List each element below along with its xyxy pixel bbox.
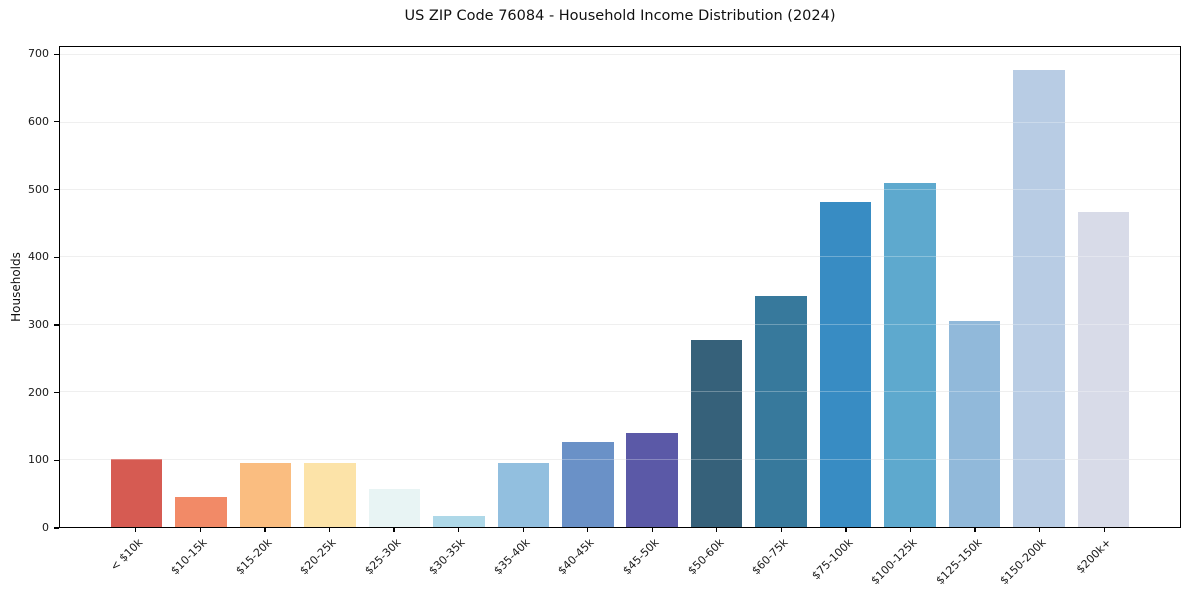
x-tick-label-$25-30k: $25-30k	[361, 536, 404, 578]
y-tick-mark-100	[54, 459, 59, 461]
gridline-y-500	[60, 188, 1180, 190]
y-tick-mark-500	[54, 188, 59, 191]
x-tick-label-$200k+: $200k+	[1073, 536, 1114, 577]
y-tick-label-400: 400	[28, 250, 49, 264]
y-tick-mark-200	[54, 392, 59, 394]
bar-< $10k	[110, 458, 163, 527]
bar-$25-30k	[368, 489, 421, 527]
gridline-y-400	[60, 256, 1180, 258]
gridline-y-700	[60, 54, 1180, 56]
y-tick-mark-400	[54, 256, 59, 258]
bar-$150-200k	[1013, 69, 1065, 527]
x-tick-mark-$75-100k	[845, 528, 847, 532]
x-tick-label-$75-100k: $75-100k	[808, 536, 856, 583]
bar-$100-125k	[884, 183, 936, 527]
y-tick-label-700: 700	[28, 47, 49, 61]
x-tick-mark-$40-45k	[587, 528, 589, 532]
y-tick-mark-700	[54, 53, 59, 55]
x-tick-label-$60-75k: $60-75k	[749, 536, 791, 578]
y-tick-label-500: 500	[28, 182, 49, 196]
x-tick-mark-$200k+	[1103, 528, 1105, 532]
gridline-y-200	[60, 391, 1180, 393]
bar-$50-60k	[690, 339, 743, 527]
x-tick-label-$125-150k: $125-150k	[933, 536, 985, 588]
y-tick-label-300: 300	[28, 317, 49, 331]
y-tick-label-600: 600	[28, 114, 49, 128]
x-tick-label-$15-20k: $15-20k	[232, 536, 275, 578]
gridline-y-500	[60, 188, 1180, 190]
x-tick-mark-$25-30k	[393, 528, 395, 532]
x-tick-mark-$60-75k	[780, 528, 782, 532]
x-tick-mark-$45-50k	[651, 528, 653, 532]
x-tick-mark-< $10k	[135, 528, 137, 532]
bar-$35-40k	[497, 462, 550, 527]
x-tick-label-$10-15k: $10-15k	[168, 536, 210, 578]
gridline-y-700	[60, 54, 1180, 56]
x-tick-label-$100-125k: $100-125k	[868, 536, 920, 588]
chart-title: US ZIP Code 76084 - Household Income Dis…	[404, 8, 836, 24]
y-tick-label-200: 200	[28, 385, 49, 399]
bar-$40-45k	[562, 442, 614, 527]
y-tick-label-0: 0	[42, 521, 49, 534]
x-tick-mark-$15-20k	[264, 528, 266, 532]
bar-$200k+	[1077, 211, 1130, 527]
bar-$125-150k	[948, 320, 1001, 527]
gridline-y-300	[60, 323, 1180, 325]
y-tick-mark-0	[54, 527, 59, 529]
x-tick-label-$20-25k: $20-25k	[297, 536, 339, 578]
y-tick-mark-600	[54, 121, 59, 123]
x-tick-label-$35-40k: $35-40k	[491, 536, 533, 578]
y-tick-mark-300	[54, 324, 59, 326]
x-axis-ticks: < $10k $10-15k $15-20k $20-25k $25-30k $30-35…	[59, 528, 1181, 590]
gridline-y-600	[60, 121, 1180, 123]
y-tick-label-100: 100	[28, 453, 49, 467]
x-tick-mark-$50-60k	[716, 528, 718, 532]
bar-$30-35k	[433, 516, 485, 527]
gridline-y-300	[60, 323, 1180, 325]
gridline-y-100	[60, 458, 1180, 460]
x-tick-label-$40-45k: $40-45k	[555, 536, 597, 578]
gridline-y-400	[60, 256, 1180, 258]
x-tick-label-$50-60k: $50-60k	[684, 536, 727, 578]
bar-$75-100k	[819, 202, 872, 527]
gridline-y-100	[60, 458, 1180, 460]
y-axis-ticks: 0 100 200 300 400 500 600 700	[0, 46, 59, 534]
bar-$60-75k	[755, 295, 807, 527]
x-tick-mark-$150-200k	[1039, 528, 1041, 532]
bar-$10-15k	[175, 496, 227, 527]
x-tick-label-$150-200k: $150-200k	[997, 536, 1049, 588]
gridline-y-200	[60, 391, 1180, 393]
bar-$20-25k	[304, 462, 356, 527]
gridline-y-600	[60, 121, 1180, 123]
bar-$45-50k	[626, 432, 678, 527]
x-tick-label-$45-50k: $45-50k	[620, 536, 662, 578]
x-tick-mark-$10-15k	[199, 528, 201, 532]
x-tick-mark-$30-35k	[458, 528, 460, 532]
x-tick-mark-$100-125k	[909, 528, 912, 532]
x-tick-mark-$20-25k	[328, 528, 331, 532]
x-tick-mark-$35-40k	[522, 528, 524, 532]
x-tick-label-< $10k: < $10k	[107, 536, 146, 574]
x-tick-mark-$125-150k	[974, 528, 976, 532]
x-tick-label-$30-35k: $30-35k	[426, 536, 468, 578]
bar-$15-20k	[239, 462, 292, 527]
plot-area	[59, 46, 1181, 528]
